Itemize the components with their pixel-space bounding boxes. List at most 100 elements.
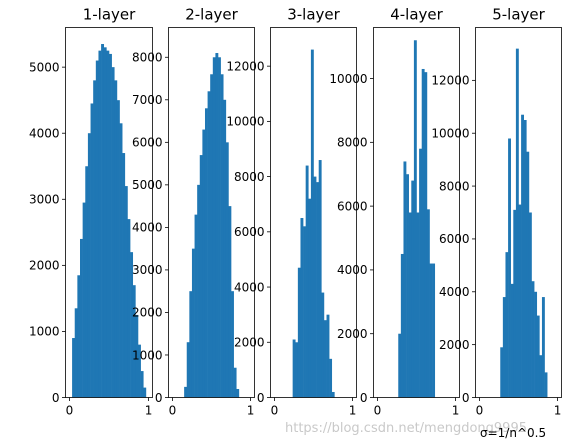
x-tick-label: 0 xyxy=(476,404,484,418)
y-tick-label: 12000 xyxy=(431,74,469,88)
histogram-bar xyxy=(233,367,237,398)
histogram-bar xyxy=(515,48,519,398)
histogram-bar xyxy=(419,148,422,398)
y-tick-label: 6000 xyxy=(439,232,470,246)
histogram-bar xyxy=(225,142,229,398)
histogram-bar xyxy=(204,108,208,398)
x-tick-label: 1 xyxy=(554,404,562,418)
histogram-bar xyxy=(534,291,538,398)
y-tick-label: 10000 xyxy=(431,127,469,141)
histogram-bar xyxy=(421,68,425,398)
histogram-bar xyxy=(400,253,404,398)
histogram-bar xyxy=(502,297,506,398)
histogram-bar xyxy=(411,180,415,398)
histogram-bar xyxy=(223,99,227,398)
y-tick-label: 8000 xyxy=(439,179,470,193)
histogram-bar xyxy=(321,292,325,398)
subplot-title: 4-layer xyxy=(390,6,443,24)
y-tick-label: 5000 xyxy=(29,60,60,74)
histogram-bar xyxy=(130,252,134,398)
histogram-bar xyxy=(510,283,514,398)
histogram-bar xyxy=(82,202,86,398)
histogram-bar xyxy=(513,209,517,398)
subplot-title: 2-layer xyxy=(185,6,238,24)
histogram-bar xyxy=(212,57,216,398)
histogram-bar xyxy=(135,314,139,398)
histogram-bar xyxy=(207,91,211,398)
histogram-bar xyxy=(138,344,141,398)
watermark: https://blog.csdn.net/mengdong9995 xyxy=(285,421,527,436)
x-axis-label: σ=1/n^0.5 xyxy=(480,426,546,440)
x-tick-label: 0 xyxy=(66,404,74,418)
histogram-bar xyxy=(119,123,123,398)
y-tick-label: 0 xyxy=(257,391,265,405)
histogram-bar xyxy=(191,248,195,398)
histogram-bar xyxy=(297,267,301,398)
y-tick-label: 2000 xyxy=(234,336,265,350)
y-tick-label: 1000 xyxy=(132,348,163,362)
histogram-bar xyxy=(194,214,198,398)
y-tick-label: 10000 xyxy=(226,115,264,129)
histogram-bar xyxy=(220,74,224,398)
axes-frame xyxy=(168,27,255,398)
y-tick-label: 0 xyxy=(52,391,60,405)
histogram-bar xyxy=(132,285,136,398)
histogram-bar xyxy=(122,153,126,398)
x-tick-label: 1 xyxy=(145,404,153,418)
histogram-bar xyxy=(508,138,511,398)
histogram-bar xyxy=(124,186,128,398)
y-tick-label: 4000 xyxy=(439,285,470,299)
axes-frame xyxy=(270,27,357,398)
histogram-bar xyxy=(518,204,522,398)
histogram-bar xyxy=(127,219,131,398)
histogram-bar xyxy=(432,263,436,398)
y-tick-label: 0 xyxy=(155,391,163,405)
histogram-bar xyxy=(295,342,299,398)
x-tick-label: 0 xyxy=(169,404,177,418)
histogram-bar xyxy=(228,206,232,398)
y-tick-label: 6000 xyxy=(234,225,265,239)
histogram-bar xyxy=(331,391,335,398)
histogram-bar xyxy=(310,49,314,398)
histogram-bar xyxy=(199,155,203,398)
y-tick-label: 4000 xyxy=(132,221,163,235)
y-tick-label: 5000 xyxy=(132,178,163,192)
axes-frame xyxy=(65,27,153,398)
histogram-bar xyxy=(90,103,94,398)
y-tick-label: 2000 xyxy=(439,338,470,352)
x-tick-label: 1 xyxy=(349,404,357,418)
histogram-bar xyxy=(106,50,110,398)
histogram-bar xyxy=(114,80,118,398)
histogram-bar xyxy=(521,114,524,398)
histogram-bar xyxy=(303,226,306,398)
histogram-bar xyxy=(80,238,83,398)
axes-frame xyxy=(373,27,460,398)
histogram-bar xyxy=(424,72,428,398)
histogram-bar xyxy=(103,47,107,398)
histogram-bar xyxy=(305,165,309,398)
histogram-bar xyxy=(218,57,221,398)
histogram-bar xyxy=(329,358,333,398)
histogram-bar xyxy=(111,67,115,398)
histogram-bar xyxy=(101,44,105,398)
axes-frame xyxy=(475,27,562,398)
histogram-bar xyxy=(77,275,81,398)
histogram-bar xyxy=(197,184,201,398)
histogram-bar xyxy=(408,212,412,398)
histogram-bar xyxy=(109,53,112,398)
histogram-bar xyxy=(116,100,120,398)
y-tick-label: 3000 xyxy=(132,263,163,277)
histogram-bar xyxy=(544,372,548,398)
y-tick-label: 8000 xyxy=(234,170,265,184)
histogram-bar xyxy=(323,320,327,398)
subplot-title: 1-layer xyxy=(83,6,136,24)
y-tick-label: 7000 xyxy=(132,93,163,107)
histogram-bar xyxy=(528,212,532,398)
subplot-title: 5-layer xyxy=(492,6,545,24)
y-tick-label: 8000 xyxy=(337,136,368,150)
y-tick-label: 4000 xyxy=(337,263,368,277)
